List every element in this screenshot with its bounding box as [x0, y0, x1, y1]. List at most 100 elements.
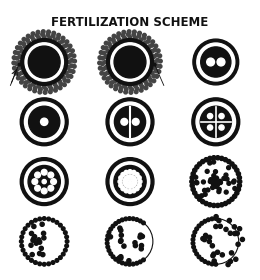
- Circle shape: [20, 240, 23, 243]
- Circle shape: [159, 59, 162, 63]
- Circle shape: [121, 172, 125, 177]
- Circle shape: [153, 63, 156, 66]
- Circle shape: [193, 168, 197, 172]
- Circle shape: [224, 227, 228, 232]
- Circle shape: [104, 46, 108, 50]
- Circle shape: [207, 239, 211, 244]
- Circle shape: [58, 86, 62, 90]
- Circle shape: [106, 158, 154, 206]
- Circle shape: [236, 172, 240, 176]
- Circle shape: [192, 98, 240, 146]
- Circle shape: [111, 255, 115, 258]
- Circle shape: [212, 259, 216, 263]
- Circle shape: [116, 35, 120, 39]
- Circle shape: [37, 36, 41, 40]
- Circle shape: [131, 176, 135, 180]
- Circle shape: [147, 76, 151, 79]
- Circle shape: [204, 158, 208, 162]
- Circle shape: [41, 253, 45, 257]
- Circle shape: [125, 88, 128, 91]
- Circle shape: [227, 181, 231, 185]
- Circle shape: [31, 237, 36, 241]
- Circle shape: [106, 245, 110, 249]
- Circle shape: [200, 194, 204, 198]
- Circle shape: [62, 76, 65, 79]
- Circle shape: [70, 64, 73, 67]
- Circle shape: [20, 50, 24, 53]
- Circle shape: [32, 224, 36, 228]
- Circle shape: [47, 30, 50, 34]
- Circle shape: [212, 252, 216, 256]
- Circle shape: [103, 72, 107, 76]
- Circle shape: [58, 80, 61, 83]
- Circle shape: [212, 174, 216, 178]
- Circle shape: [138, 179, 142, 184]
- Circle shape: [158, 65, 162, 68]
- Circle shape: [119, 86, 123, 90]
- Circle shape: [67, 48, 71, 52]
- Circle shape: [210, 217, 214, 221]
- Circle shape: [41, 118, 48, 125]
- Circle shape: [114, 46, 146, 78]
- Circle shape: [68, 69, 72, 73]
- Circle shape: [208, 179, 212, 183]
- Circle shape: [128, 85, 132, 88]
- Circle shape: [210, 262, 214, 266]
- Circle shape: [108, 38, 112, 41]
- Circle shape: [138, 219, 142, 223]
- Circle shape: [41, 188, 47, 194]
- Circle shape: [206, 188, 210, 192]
- Circle shape: [43, 91, 47, 94]
- Circle shape: [158, 54, 162, 58]
- Circle shape: [214, 217, 218, 220]
- Circle shape: [107, 249, 111, 252]
- Circle shape: [34, 241, 38, 245]
- Circle shape: [109, 76, 113, 79]
- Circle shape: [155, 53, 159, 57]
- Circle shape: [107, 230, 111, 234]
- Circle shape: [208, 203, 212, 207]
- Circle shape: [139, 38, 142, 42]
- Circle shape: [123, 179, 127, 184]
- Circle shape: [34, 261, 37, 264]
- Circle shape: [127, 30, 131, 33]
- Circle shape: [14, 51, 17, 54]
- Circle shape: [16, 76, 20, 80]
- Circle shape: [228, 259, 232, 263]
- Circle shape: [203, 237, 207, 242]
- Circle shape: [15, 57, 19, 60]
- Circle shape: [42, 262, 46, 266]
- Circle shape: [194, 181, 198, 185]
- Circle shape: [33, 89, 36, 93]
- Circle shape: [134, 90, 138, 94]
- Circle shape: [124, 181, 128, 185]
- Circle shape: [20, 158, 68, 206]
- Circle shape: [197, 224, 201, 228]
- Circle shape: [58, 256, 62, 259]
- Circle shape: [30, 35, 34, 39]
- Circle shape: [63, 248, 67, 252]
- Circle shape: [216, 203, 220, 207]
- Circle shape: [156, 59, 159, 62]
- Circle shape: [122, 244, 126, 248]
- Circle shape: [217, 190, 221, 193]
- Circle shape: [58, 223, 62, 227]
- Circle shape: [71, 49, 74, 53]
- Circle shape: [200, 258, 204, 261]
- Circle shape: [123, 84, 126, 88]
- Circle shape: [61, 36, 65, 40]
- Circle shape: [27, 41, 31, 45]
- Circle shape: [16, 67, 19, 71]
- Circle shape: [211, 254, 215, 258]
- Circle shape: [41, 169, 47, 175]
- Circle shape: [198, 195, 202, 199]
- Circle shape: [114, 165, 146, 198]
- Circle shape: [237, 183, 242, 188]
- Circle shape: [47, 217, 50, 221]
- Circle shape: [14, 71, 18, 75]
- Circle shape: [20, 235, 24, 239]
- Circle shape: [147, 45, 151, 48]
- Circle shape: [233, 186, 237, 190]
- Circle shape: [220, 253, 224, 257]
- Circle shape: [232, 179, 236, 183]
